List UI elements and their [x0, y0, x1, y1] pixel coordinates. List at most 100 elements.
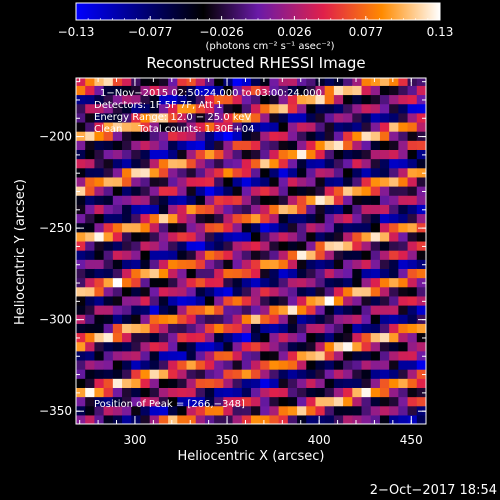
heatmap-cell [379, 85, 390, 96]
heatmap-cell [158, 332, 169, 343]
heatmap-cell [131, 332, 142, 343]
heatmap-cell [361, 323, 372, 334]
heatmap-cell [324, 414, 335, 424]
heatmap-cell [186, 332, 197, 343]
heatmap-cell [407, 305, 418, 315]
heatmap-cell [195, 222, 206, 233]
heatmap-cell [297, 305, 307, 315]
heatmap-cell [214, 158, 224, 169]
heatmap-cell [324, 305, 335, 315]
heatmap-cell [223, 378, 234, 388]
heatmap-cell [168, 94, 178, 105]
heatmap-cell [333, 222, 344, 233]
heatmap-cell [278, 396, 289, 407]
heatmap-cell [76, 103, 86, 114]
heatmap-cell [398, 121, 409, 132]
heatmap-cell [379, 387, 390, 398]
heatmap-cell [122, 213, 132, 224]
heatmap-cell [260, 414, 271, 424]
y-tick-label: −350 [39, 404, 72, 418]
heatmap-cell [333, 259, 344, 269]
heatmap-cell [333, 323, 344, 334]
heatmap-cell [94, 112, 105, 123]
heatmap-cell [85, 277, 96, 288]
heatmap-cell [131, 195, 142, 205]
heatmap-cell [352, 286, 363, 297]
heatmap-cell [343, 112, 353, 123]
heatmap-cell [370, 305, 381, 315]
heatmap-cell [324, 140, 335, 150]
heatmap-cell [278, 140, 289, 150]
heatmap-cell [103, 323, 114, 334]
heatmap-cell [315, 186, 326, 196]
heatmap-cell [297, 341, 307, 352]
heatmap-cell [333, 250, 344, 260]
heatmap-cell [168, 369, 178, 379]
heatmap-cell [158, 140, 169, 150]
heatmap-cell [324, 240, 335, 251]
heatmap-cell [333, 195, 344, 205]
heatmap-cell [315, 323, 326, 334]
heatmap-cell [177, 78, 188, 86]
heatmap-cell [241, 176, 252, 187]
heatmap-cell [112, 195, 123, 205]
heatmap-cell [269, 369, 280, 379]
heatmap-cell [260, 131, 271, 141]
heatmap-cell [370, 140, 381, 150]
heatmap-cell [370, 121, 381, 132]
heatmap-cell [398, 305, 409, 315]
heatmap-cell [103, 332, 114, 343]
heatmap-cell [407, 85, 418, 96]
heatmap-cell [389, 268, 399, 279]
heatmap-cell [251, 350, 261, 361]
heatmap-cell [131, 277, 142, 288]
heatmap-cell [251, 222, 261, 233]
heatmap-cell [278, 323, 289, 334]
heatmap-cell [306, 231, 317, 242]
heatmap-cell [186, 112, 197, 123]
heatmap-cell [389, 359, 399, 370]
heatmap-cell [94, 131, 105, 141]
heatmap-cell [158, 378, 169, 388]
heatmap-cell [361, 259, 372, 269]
heatmap-cell [416, 387, 426, 398]
heatmap-cell [232, 131, 243, 141]
x-tick-label: 400 [308, 433, 331, 447]
heatmap-cell [306, 341, 317, 352]
heatmap-cell [131, 140, 142, 150]
heatmap-cell [149, 341, 160, 352]
heatmap-cell [333, 314, 344, 324]
heatmap-cell [306, 195, 317, 205]
heatmap-cell [131, 222, 142, 233]
heatmap-cell [297, 295, 307, 306]
heatmap-cell [140, 131, 151, 141]
y-tick-label: −300 [39, 313, 72, 327]
heatmap-cell [177, 396, 188, 407]
heatmap-cell [168, 332, 178, 343]
heatmap-cell [214, 204, 224, 215]
heatmap-cell [352, 85, 363, 96]
heatmap-cell [306, 176, 317, 187]
heatmap-cell [361, 277, 372, 288]
heatmap-cell [333, 414, 344, 424]
heatmap-cell [76, 268, 86, 279]
heatmap-cell [269, 396, 280, 407]
heatmap-cell [343, 396, 353, 407]
heatmap-cell [269, 167, 280, 178]
heatmap-image [76, 78, 426, 424]
heatmap-cell [370, 369, 381, 379]
heatmap-cell [398, 195, 409, 205]
heatmap-cell [131, 103, 142, 114]
heatmap-cell [269, 295, 280, 306]
heatmap-cell [186, 396, 197, 407]
heatmap-cell [112, 176, 123, 187]
heatmap-cell [232, 323, 243, 334]
heatmap-cell [149, 158, 160, 169]
heatmap-cell [269, 85, 280, 96]
heatmap-cell [297, 369, 307, 379]
heatmap-cell [315, 231, 326, 242]
heatmap-cell [352, 103, 363, 114]
heatmap-cell [158, 131, 169, 141]
heatmap-cell [287, 195, 298, 205]
heatmap-cell [85, 85, 96, 96]
